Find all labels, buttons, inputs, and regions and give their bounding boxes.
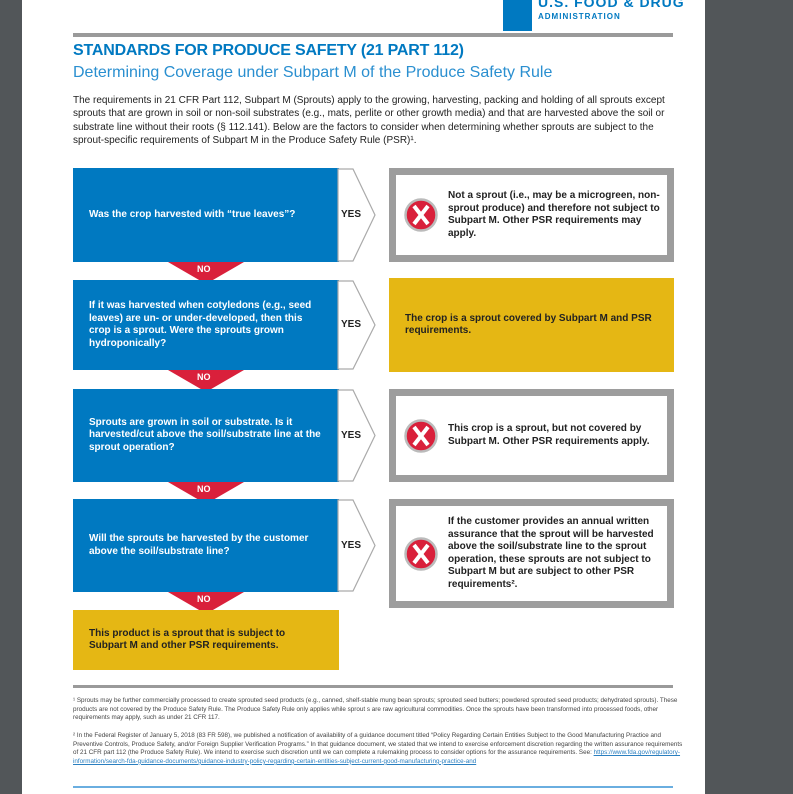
question-box: If it was harvested when cotyledons (e.g… — [73, 280, 339, 370]
yes-label: YES — [341, 319, 362, 330]
footnote-2: ² In the Federal Register of January 5, … — [73, 732, 683, 766]
no-arrow — [168, 370, 244, 392]
fda-logo — [503, 0, 532, 31]
question-box: Was the crop harvested with “true leaves… — [73, 168, 339, 262]
final-result-box: This product is a sprout that is subject… — [73, 610, 339, 670]
yes-label: YES — [341, 209, 362, 220]
no-arrow — [168, 592, 244, 614]
intro-paragraph: The requirements in 21 CFR Part 112, Sub… — [73, 95, 665, 146]
x-circle-icon — [404, 198, 438, 232]
question-box: Sprouts are grown in soil or substrate. … — [73, 389, 339, 482]
document-page: U.S. FOOD & DRUG ADMINISTRATION STANDARD… — [22, 0, 705, 794]
footnote-2-text: ² In the Federal Register of January 5, … — [73, 732, 683, 757]
yes-arrow — [337, 280, 376, 370]
result-text: Not a sprout (i.e., may be a microgreen,… — [448, 190, 660, 239]
x-circle-icon — [404, 418, 438, 453]
result-box: Not a sprout (i.e., may be a microgreen,… — [389, 168, 674, 262]
result-text: The crop is a sprout covered by Subpart … — [405, 312, 652, 337]
yes-label: YES — [341, 539, 362, 551]
no-label: NO — [197, 264, 211, 274]
footnote-2-link[interactable]: https://www.fda.gov/regulatory-informati… — [73, 749, 681, 765]
no-arrow — [168, 262, 244, 284]
agency-name: U.S. FOOD & DRUG — [538, 0, 685, 10]
result-box: If the customer provides an annual writt… — [389, 499, 674, 608]
top-rule — [73, 33, 673, 37]
page-title: STANDARDS FOR PRODUCE SAFETY (21 PART 11… — [73, 42, 464, 59]
no-arrow — [168, 482, 244, 504]
no-label: NO — [197, 372, 211, 382]
page-subtitle: Determining Coverage under Subpart M of … — [73, 64, 553, 81]
result-text: If the customer provides an annual writt… — [448, 516, 654, 590]
question-box: Will the sprouts be harvested by the cus… — [73, 499, 339, 592]
yes-arrow — [337, 168, 376, 262]
footnote-1: ¹ Sprouts may be further commercially pr… — [73, 697, 678, 722]
agency-subname: ADMINISTRATION — [538, 12, 621, 21]
bottom-rule — [73, 786, 673, 788]
result-text: This crop is a sprout, but not covered b… — [448, 423, 650, 447]
result-box: The crop is a sprout covered by Subpart … — [389, 278, 674, 372]
footnote-rule — [73, 685, 673, 688]
x-circle-icon — [404, 536, 438, 571]
no-label: NO — [197, 594, 211, 604]
no-label: NO — [197, 484, 211, 494]
yes-arrow — [337, 389, 376, 482]
yes-arrow — [337, 499, 376, 592]
yes-label: YES — [341, 429, 362, 441]
result-box: This crop is a sprout, but not covered b… — [389, 389, 674, 482]
